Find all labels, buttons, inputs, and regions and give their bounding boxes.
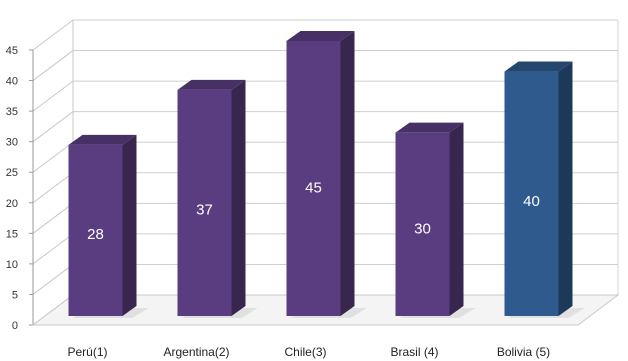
x-category-label: Argentina(2) bbox=[163, 345, 229, 359]
bar-side-face bbox=[449, 122, 464, 317]
gridline-depth bbox=[32, 233, 74, 265]
x-category-label: Perú(1) bbox=[67, 345, 107, 359]
data-label: 45 bbox=[305, 179, 322, 196]
y-tick-label: 35 bbox=[6, 106, 18, 118]
y-tick-label: 15 bbox=[6, 228, 18, 240]
gridline-depth bbox=[32, 264, 74, 295]
data-label: 40 bbox=[523, 193, 540, 210]
bar bbox=[177, 79, 258, 318]
data-label: 37 bbox=[196, 201, 213, 218]
data-label: 28 bbox=[87, 226, 104, 243]
bar-side-face bbox=[231, 79, 246, 316]
bar-side-face bbox=[558, 61, 573, 316]
data-label: 30 bbox=[414, 221, 431, 238]
bar-front-face bbox=[504, 71, 559, 316]
y-tick-label: 10 bbox=[6, 259, 18, 271]
bar-top-face bbox=[68, 134, 137, 145]
bar-top-face bbox=[504, 61, 573, 72]
bar-front-face bbox=[286, 41, 341, 316]
bar bbox=[395, 122, 476, 318]
y-tick-label: 5 bbox=[12, 289, 18, 301]
x-category-label: Brasil (4) bbox=[390, 345, 438, 359]
bar-top-face bbox=[395, 122, 464, 133]
gridline-depth bbox=[32, 141, 74, 173]
bar bbox=[504, 61, 585, 318]
x-category-label: Chile(3) bbox=[284, 345, 326, 359]
gridline-depth bbox=[32, 19, 74, 51]
y-tick-label: 25 bbox=[6, 167, 18, 179]
bar bbox=[286, 31, 367, 318]
bar bbox=[68, 134, 149, 318]
y-tick-label: 0 bbox=[12, 320, 18, 332]
y-tick-label: 30 bbox=[6, 137, 18, 149]
gridline-depth bbox=[32, 111, 74, 143]
x-axis-labels: Perú(1) Argentina(2) Chile(3) Brasil (4) Bol… bbox=[67, 345, 550, 359]
bars bbox=[68, 31, 585, 318]
data-labels: 28 37 45 30 40 bbox=[87, 179, 540, 243]
y-tick-label: 45 bbox=[6, 45, 18, 57]
x-category-label: Bolivia (5) bbox=[497, 345, 550, 359]
gridline-depth bbox=[32, 202, 74, 234]
bar-side-face bbox=[122, 134, 137, 316]
y-tick-label: 40 bbox=[6, 76, 18, 88]
gridline-depth bbox=[32, 172, 74, 204]
bar-front-face bbox=[395, 132, 450, 316]
gridline-depth bbox=[32, 50, 74, 81]
bar-top-face bbox=[177, 79, 246, 90]
gridline-depth bbox=[32, 80, 74, 112]
bar-top-face bbox=[286, 31, 355, 41]
bar-front-face bbox=[177, 89, 232, 316]
bar-front-face bbox=[68, 144, 123, 316]
y-tick-label: 20 bbox=[6, 198, 18, 210]
bar-side-face bbox=[340, 31, 355, 316]
